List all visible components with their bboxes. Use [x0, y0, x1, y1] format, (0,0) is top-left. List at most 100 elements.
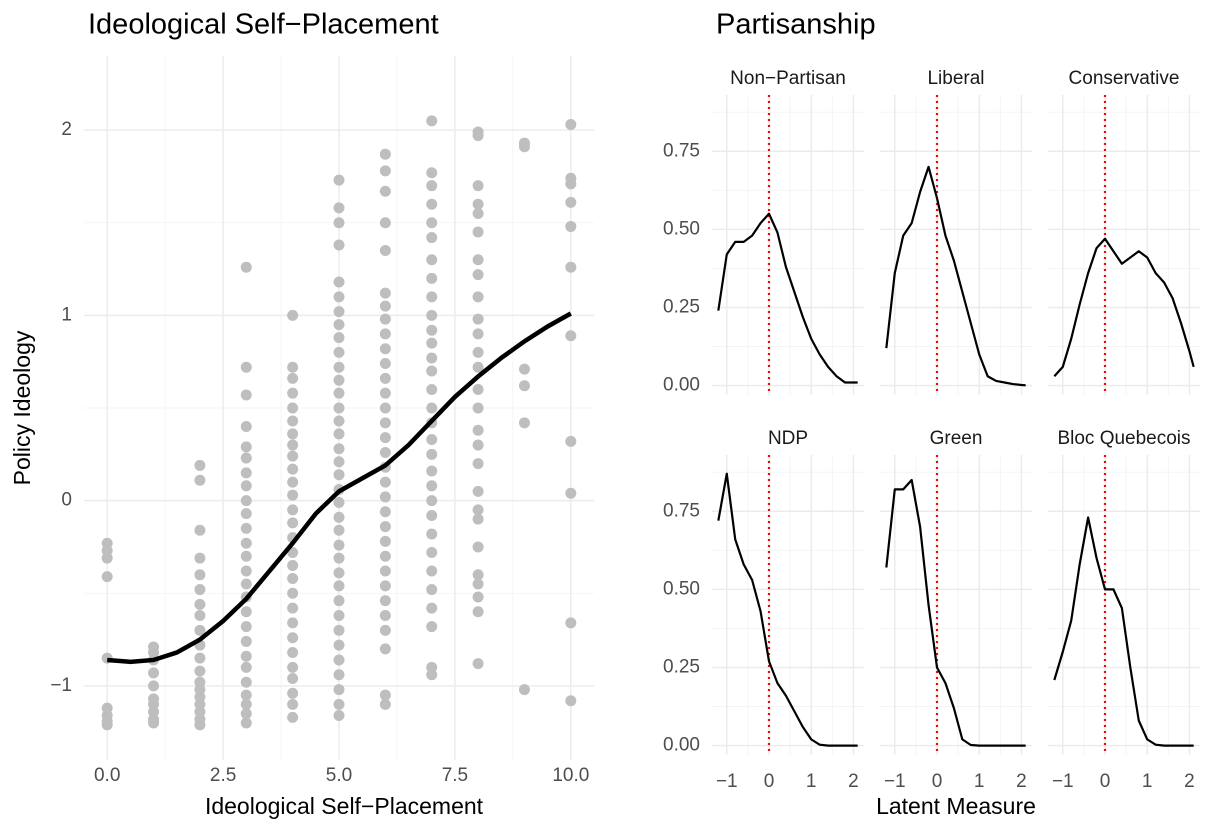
point — [379, 313, 391, 325]
point — [565, 487, 577, 499]
point — [472, 541, 484, 553]
y-tick-label: 0.00 — [663, 735, 700, 756]
point — [287, 672, 299, 684]
point — [148, 667, 160, 679]
point — [472, 485, 484, 497]
point — [333, 361, 345, 373]
point — [472, 361, 484, 373]
point — [518, 363, 530, 375]
point — [333, 624, 345, 636]
point — [379, 565, 391, 577]
point — [240, 689, 252, 701]
point — [287, 387, 299, 399]
point — [194, 584, 206, 596]
point — [426, 291, 438, 303]
point — [240, 467, 252, 479]
point — [472, 291, 484, 303]
point — [240, 565, 252, 577]
point — [379, 245, 391, 257]
point — [379, 609, 391, 621]
point — [379, 217, 391, 229]
point — [194, 665, 206, 677]
point — [240, 261, 252, 273]
point — [287, 711, 299, 723]
point — [194, 719, 206, 731]
point — [426, 180, 438, 192]
point — [333, 306, 345, 318]
point — [333, 639, 345, 651]
point — [379, 372, 391, 384]
point — [565, 617, 577, 629]
point — [333, 567, 345, 579]
point — [240, 708, 252, 720]
point — [287, 361, 299, 373]
point — [379, 402, 391, 414]
point — [194, 474, 206, 486]
chart-title: Partisanship — [716, 9, 876, 41]
point — [426, 402, 438, 414]
point — [379, 595, 391, 607]
point — [240, 606, 252, 618]
point — [240, 698, 252, 710]
point — [379, 387, 391, 399]
y-tick-label: 1 — [61, 304, 72, 325]
point — [333, 698, 345, 710]
point — [379, 185, 391, 197]
x-tick-label: 5.0 — [326, 765, 352, 786]
x-tick-label: −1 — [884, 771, 906, 792]
point — [287, 517, 299, 529]
point — [287, 309, 299, 321]
point — [472, 402, 484, 414]
point — [287, 647, 299, 659]
point — [426, 383, 438, 395]
point — [240, 676, 252, 688]
point — [333, 332, 345, 344]
point — [287, 439, 299, 451]
x-tick-label: 0 — [1100, 771, 1111, 792]
x-tick-label: 2.5 — [210, 765, 236, 786]
point — [194, 624, 206, 636]
point — [379, 287, 391, 299]
point — [287, 415, 299, 427]
point — [194, 524, 206, 536]
point — [565, 220, 577, 232]
smooth-line — [107, 311, 572, 665]
point — [240, 441, 252, 453]
point — [472, 346, 484, 358]
point — [287, 632, 299, 644]
point — [426, 480, 438, 492]
point — [472, 578, 484, 590]
point — [426, 232, 438, 244]
point — [333, 276, 345, 288]
point — [426, 547, 438, 559]
facet-label: NDP — [768, 428, 808, 449]
point — [148, 680, 160, 692]
point — [333, 552, 345, 564]
point — [426, 509, 438, 521]
point — [518, 380, 530, 392]
y-tick-label: 2 — [61, 119, 72, 140]
point — [565, 435, 577, 447]
y-tick-label: 0.50 — [663, 218, 700, 239]
point — [240, 522, 252, 534]
point — [240, 635, 252, 647]
point — [333, 291, 345, 303]
point — [426, 528, 438, 540]
point — [472, 424, 484, 436]
point — [379, 328, 391, 340]
point — [333, 346, 345, 358]
point — [472, 226, 484, 238]
point — [426, 167, 438, 179]
point — [240, 452, 252, 464]
density-line — [885, 165, 1026, 387]
point — [287, 687, 299, 699]
point — [472, 591, 484, 603]
point — [472, 606, 484, 618]
point — [379, 300, 391, 312]
point — [565, 178, 577, 190]
point — [333, 496, 345, 508]
point — [426, 337, 438, 349]
point — [240, 495, 252, 507]
point — [333, 539, 345, 551]
point — [379, 580, 391, 592]
